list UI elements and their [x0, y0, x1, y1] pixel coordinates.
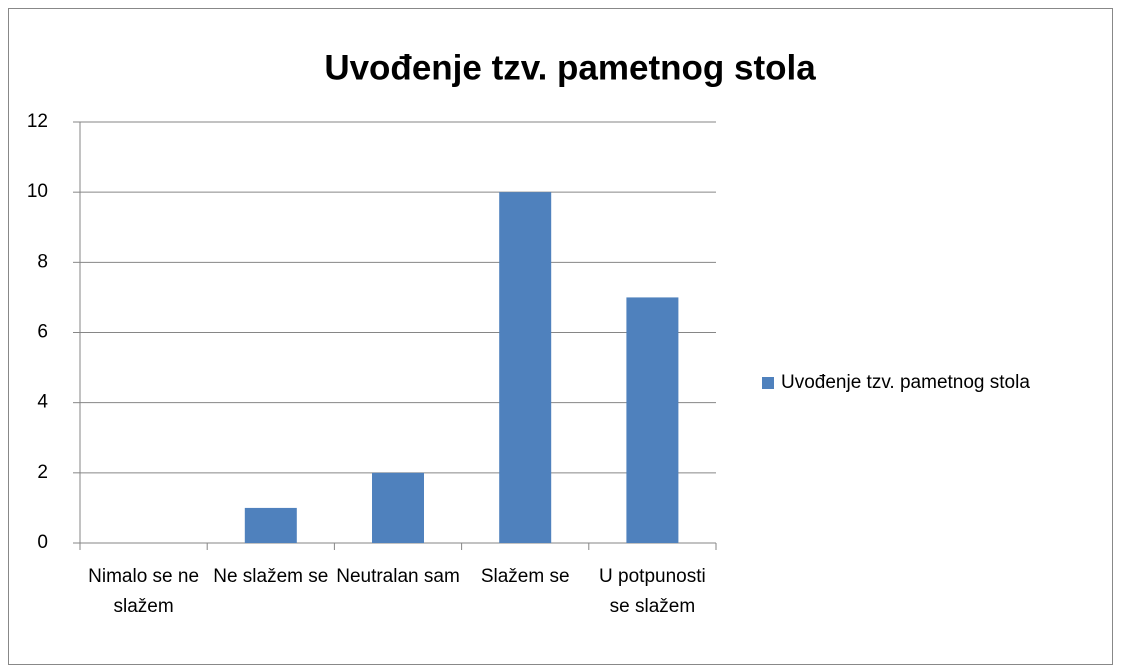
y-tick-label: 12: [27, 111, 48, 132]
y-tick-label: 8: [37, 251, 48, 272]
bar: [372, 472, 424, 543]
bar: [626, 297, 679, 543]
y-tick-label: 6: [37, 322, 48, 343]
y-tick-label: 4: [37, 392, 48, 413]
y-tick-label: 10: [27, 181, 48, 202]
chart-frame: [8, 8, 1113, 665]
y-tick-label: 0: [37, 532, 48, 553]
legend-swatch: [762, 377, 774, 389]
bar: [244, 507, 297, 543]
x-tick-label: U potpunosti se slažem: [599, 566, 706, 617]
legend-label: Uvođenje tzv. pametnog stola: [781, 372, 1030, 393]
bar: [499, 192, 552, 543]
x-tick-label: Neutralan sam: [336, 566, 460, 587]
x-tick-label: Nimalo se ne slažem: [88, 566, 200, 617]
x-tick-label: Ne slažem se: [213, 566, 329, 587]
y-tick-label: 2: [37, 462, 48, 483]
x-tick-label: Slažem se: [480, 566, 570, 587]
chart-title: Uvođenje tzv. pametnog stola: [324, 48, 816, 87]
